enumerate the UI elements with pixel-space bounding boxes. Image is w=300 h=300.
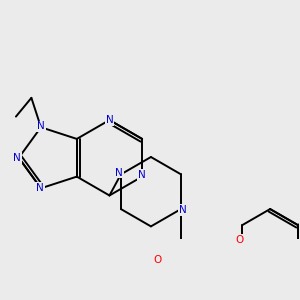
Text: O: O [236, 235, 244, 245]
Text: N: N [179, 205, 187, 215]
Text: N: N [37, 122, 45, 131]
Text: O: O [153, 255, 161, 265]
Text: N: N [13, 153, 21, 163]
Text: N: N [138, 170, 146, 180]
Text: N: N [115, 168, 123, 178]
Text: N: N [106, 115, 113, 125]
Text: N: N [36, 183, 44, 193]
